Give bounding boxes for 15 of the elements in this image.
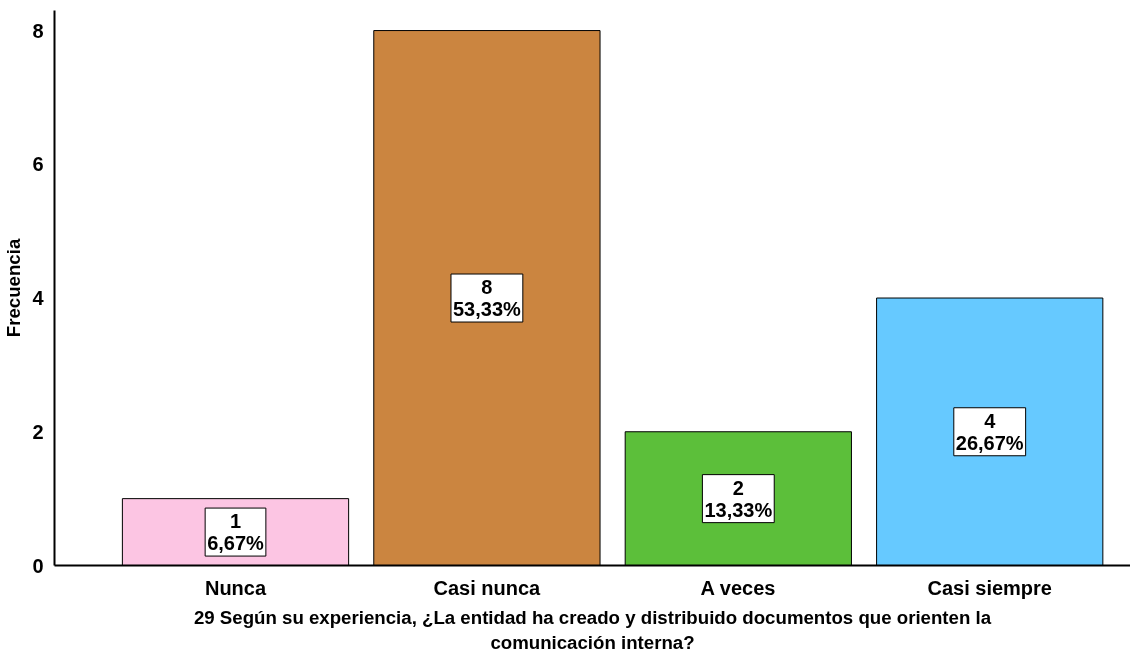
y-tick-label: 6 bbox=[32, 153, 44, 176]
y-tick-label: 4 bbox=[32, 287, 45, 310]
data-label: 4 26,67% bbox=[955, 409, 1024, 454]
x-tick-label: Casi siempre bbox=[927, 576, 1052, 599]
y-tick-label: 2 bbox=[32, 420, 44, 443]
data-label: 8 53,33% bbox=[453, 276, 522, 321]
x-tick-label: A veces bbox=[700, 576, 776, 599]
data-label: 2 13,33% bbox=[704, 476, 773, 521]
x-tick-label: Casi nunca bbox=[433, 576, 542, 599]
x-tick-label: Nunca bbox=[204, 576, 267, 599]
y-axis-title: Frecuencia bbox=[3, 238, 25, 338]
data-label: 1 6,67% bbox=[207, 510, 265, 555]
y-tick-label: 0 bbox=[32, 554, 44, 577]
y-tick-label: 8 bbox=[32, 19, 44, 42]
x-axis-title: 29 Según su experiencia, ¿La entidad ha creado y distribuido documentos que orienten la comunicación interna? bbox=[193, 606, 992, 653]
